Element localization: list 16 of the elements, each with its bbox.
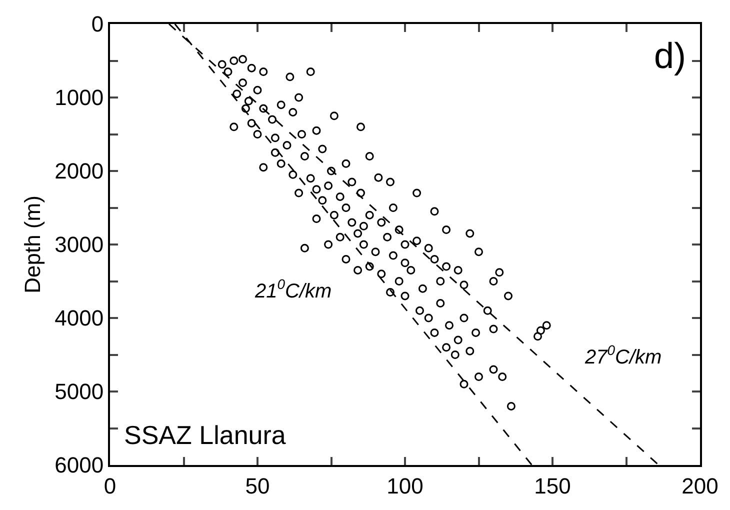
y-tick-label: 1000 [54, 85, 104, 110]
x-tick-label: 100 [386, 473, 424, 498]
y-axis-title: Depth (m) [20, 196, 45, 294]
y-tick-label: 5000 [54, 379, 104, 404]
y-tick-label: 6000 [54, 452, 104, 478]
x-tick-label: 150 [534, 473, 571, 498]
annotation: d) [654, 35, 686, 76]
annotation: SSAZ Llanura [124, 420, 286, 450]
y-tick-label: 2000 [54, 158, 104, 184]
annotation: 21$^{0}$C/km [254, 276, 332, 302]
y-tick-label: 4000 [54, 306, 104, 331]
x-tick-label: 50 [245, 473, 270, 498]
annotation: 27$^{0}$C/km [584, 342, 662, 368]
y-tick-label: 3000 [54, 232, 104, 258]
x-tick-label: 200 [682, 473, 718, 498]
y-tick-label: 0 [91, 12, 104, 37]
